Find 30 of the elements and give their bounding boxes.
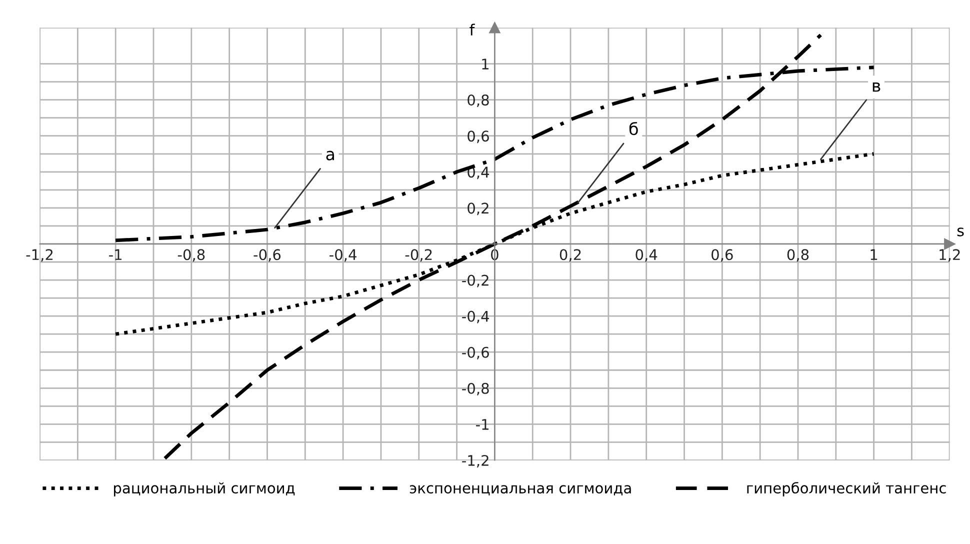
annotation: в [872,82,880,92]
x-tick-label: -0,4 [330,249,356,262]
x-tick-label: -1 [109,249,122,260]
x-tick-label: -0,8 [178,249,205,262]
y-tick-label: -1 [476,419,488,430]
x-tick-label: 1,2 [940,249,960,262]
x-tick-label: -0,2 [405,249,432,262]
legend-label: гиперболический тангенс [747,482,946,496]
y-tick-label: -0,4 [462,310,490,324]
y-tick-label: -0,8 [462,382,489,396]
x-tick-label: -0,6 [254,249,281,262]
x-tick-label: 0,8 [787,249,809,262]
y-tick-label: 0,8 [468,94,489,108]
y-tick-label: -0,2 [462,274,488,288]
x-tick-label: 0,2 [560,249,581,262]
x-axis-title: s [957,228,964,236]
x-tick-label: 0,6 [712,249,733,262]
y-tick-label: -1,2 [462,454,488,468]
annotation: а [326,150,334,160]
x-tick-label: 0,4 [636,249,658,262]
x-tick-label: 1 [870,249,878,260]
y-tick-label: -0,6 [462,346,489,360]
y-tick-label: 0,2 [468,202,488,216]
x-tick-label: -1,2 [26,249,53,262]
y-tick-label: 1 [482,58,488,70]
legend-label: экспоненциальная сигмоида [410,485,631,496]
annotation: б [629,122,638,136]
y-axis-title: f [470,24,475,36]
legend-label: рациональный сигмоид [114,482,295,496]
y-tick-label: 0,6 [468,130,489,144]
